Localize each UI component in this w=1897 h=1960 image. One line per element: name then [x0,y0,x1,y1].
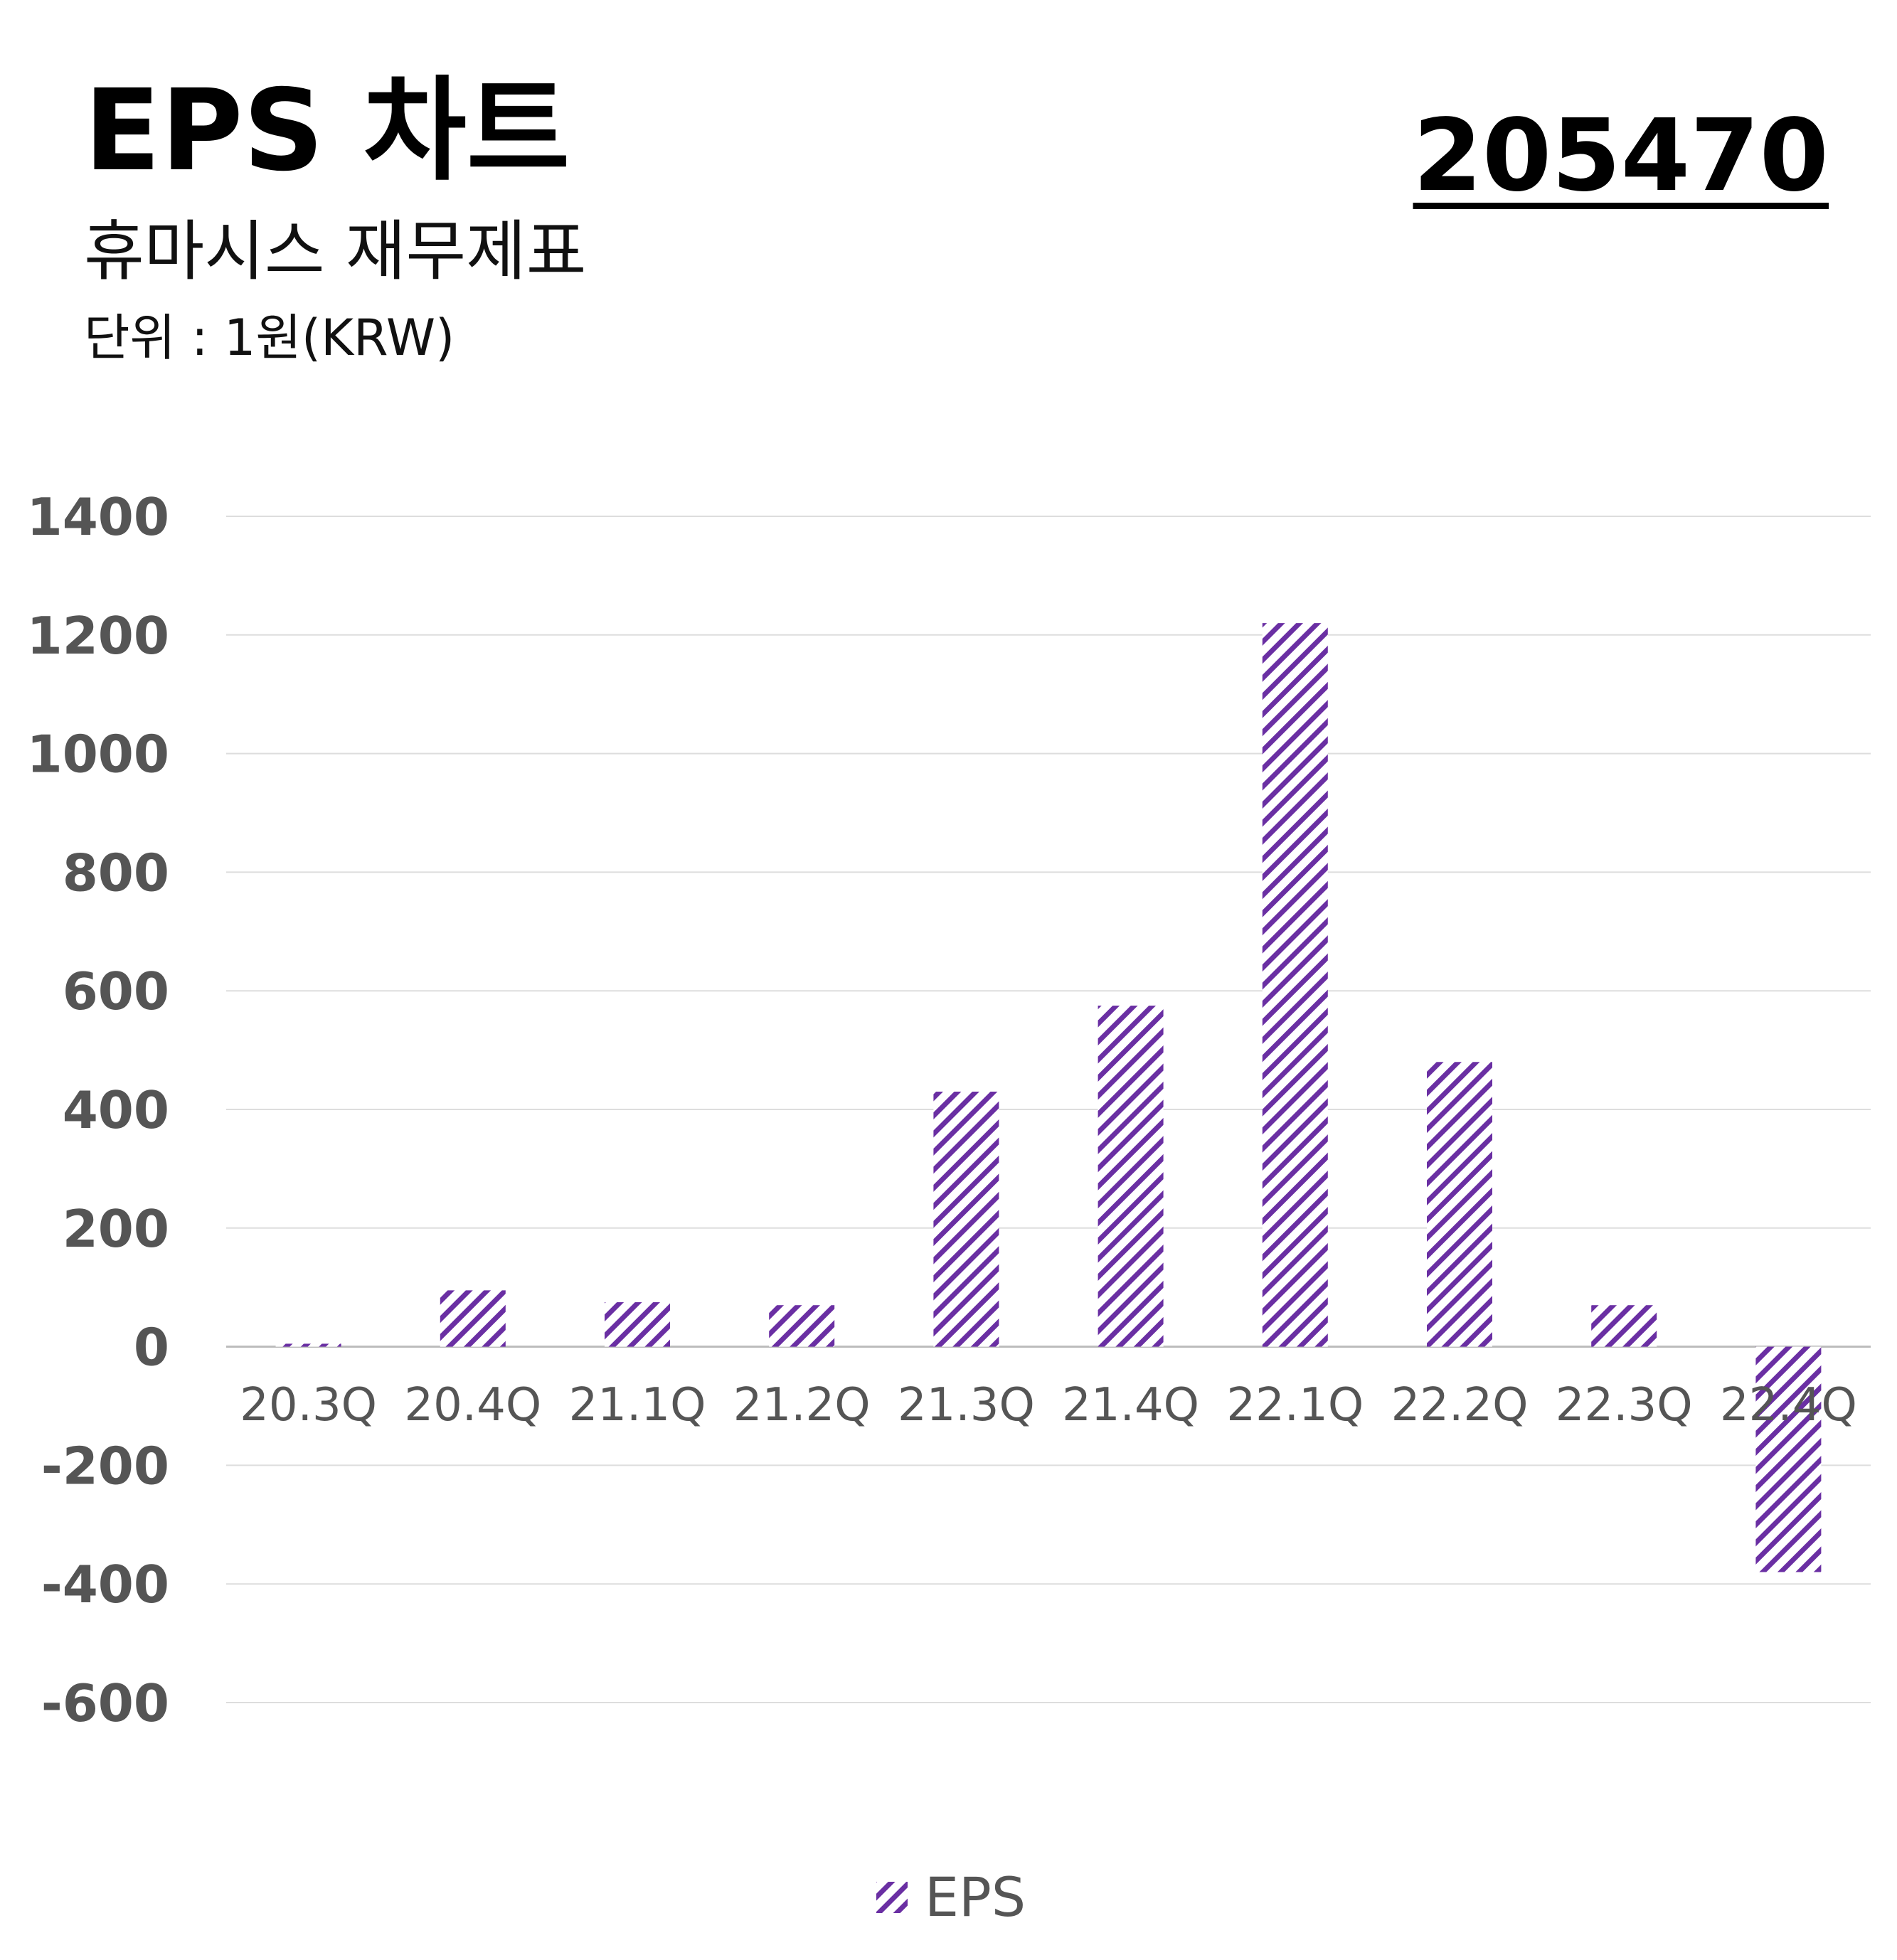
x-tick-label: 21.4Q [1062,1379,1199,1432]
y-tick-label: -600 [41,1673,169,1733]
y-axis-ticks: 1400 1200 1000 800 600 400 200 0 -200 -400 -600 [27,487,169,1733]
y-tick-label: 1000 [27,725,169,784]
legend: EPS [876,1865,1026,1929]
bar-22.1Q [1262,623,1328,1347]
x-tick-label: 21.3Q [898,1379,1035,1432]
bar-21.3Q [933,1091,999,1347]
y-tick-label: -200 [41,1436,169,1496]
bar-20.3Q [275,1343,341,1347]
bar-21.2Q [769,1305,835,1347]
y-tick-label: 1200 [27,606,169,666]
x-tick-label: 21.1Q [569,1379,706,1432]
bar-20.4Q [440,1290,506,1347]
x-tick-label: 20.3Q [240,1379,377,1432]
legend-swatch-eps [876,1882,908,1913]
unit-label: 단위 : 1원(KRW) [84,309,455,367]
x-tick-label: 20.4Q [404,1379,541,1432]
y-tick-label: 0 [134,1318,169,1378]
bar-22.3Q [1591,1305,1657,1347]
y-tick-label: 200 [63,1199,169,1259]
x-tick-label: 22.2Q [1391,1379,1529,1432]
bar-22.4Q [1755,1346,1822,1572]
x-tick-label: 22.4Q [1720,1379,1857,1432]
y-tick-label: -400 [41,1555,169,1614]
x-tick-label: 21.2Q [733,1379,871,1432]
y-tick-label: 800 [63,843,169,902]
x-axis-ticks: 20.3Q 20.4Q 21.1Q 21.2Q 21.3Q 21.4Q 22.1Q 22.2Q… [240,1379,1857,1432]
chart-title: EPS 차트 [84,65,570,196]
y-tick-label: 600 [63,962,169,1021]
chart-subtitle: 휴마시스 재무제표 [84,213,587,289]
stock-code: 205470 [1413,98,1829,214]
bar-22.2Q [1427,1062,1492,1347]
grid-lines [226,516,1871,1703]
bars [275,623,1822,1572]
bar-21.4Q [1098,1006,1164,1347]
legend-label-eps: EPS [925,1865,1026,1929]
x-tick-label: 22.1Q [1226,1379,1364,1432]
bar-21.1Q [605,1302,670,1347]
y-tick-label: 1400 [27,487,169,547]
y-tick-label: 400 [63,1080,169,1140]
x-tick-label: 22.3Q [1556,1379,1693,1432]
